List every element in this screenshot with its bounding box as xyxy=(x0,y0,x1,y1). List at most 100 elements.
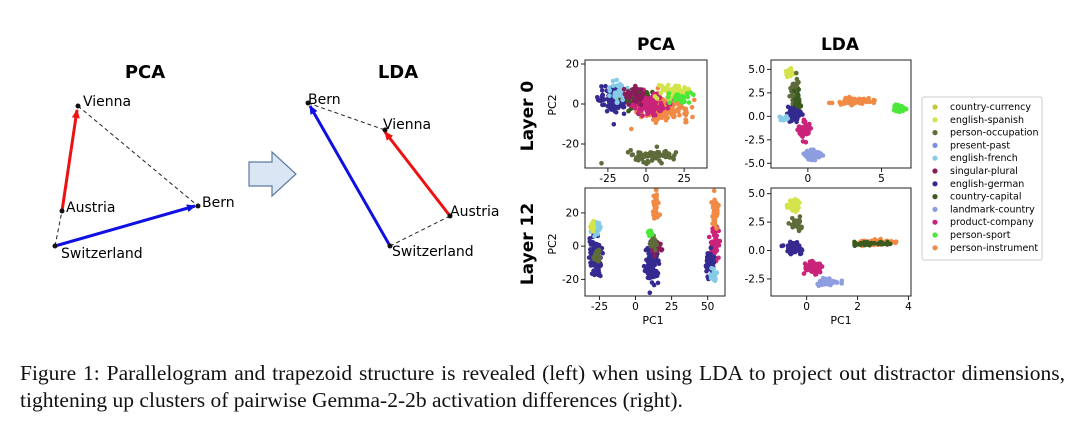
scatter-point xyxy=(638,155,643,161)
legend-label: singular-plural xyxy=(950,166,1018,177)
scatter-point xyxy=(654,212,659,218)
scatter-layer12-lda: 0 2 4 5.0 2.5 0.0 -2.5 xyxy=(745,187,912,313)
dashed-edge-switzerland-austria xyxy=(54,210,63,247)
scatter-point xyxy=(665,105,671,111)
scatter-point xyxy=(630,152,636,157)
scatter-point xyxy=(647,275,652,281)
label-bern-lda: Bern xyxy=(308,92,341,108)
scatter-point xyxy=(705,255,711,261)
scatter-point xyxy=(614,77,619,83)
scatter-point xyxy=(626,95,632,101)
scatter-point xyxy=(610,78,616,84)
scatter-point xyxy=(655,280,661,286)
transition-arrow-icon xyxy=(248,150,297,198)
scatter-point xyxy=(650,117,656,122)
scatter-point xyxy=(680,94,685,99)
scatter-point xyxy=(903,106,909,112)
point-switzerland-lda xyxy=(387,243,393,249)
scatter-point xyxy=(648,267,654,272)
y-tick-label: 2.5 xyxy=(748,87,765,99)
lda-diagram-title: LDA xyxy=(378,62,418,83)
scatter-point xyxy=(711,266,716,272)
scatter-point xyxy=(817,269,823,275)
legend-label: person-occupation xyxy=(950,128,1039,139)
scatter-point xyxy=(711,270,716,275)
x-tick-label: 2 xyxy=(854,301,861,313)
scatter-point xyxy=(708,252,714,258)
lda-diagram: LDA Bern Vienna Austria Switzerland xyxy=(305,62,499,260)
scatter-point xyxy=(671,157,676,162)
pca-diagram: PCA Vienna Austria Switzerland Bern xyxy=(52,62,235,262)
scatter-point xyxy=(652,262,657,268)
x-tick-label: 25 xyxy=(677,173,690,185)
point-bern xyxy=(195,203,201,209)
scatter-point xyxy=(655,152,661,157)
scatter-point xyxy=(600,97,606,103)
scatter-point xyxy=(801,124,806,130)
scatter-point xyxy=(629,126,634,132)
scatter-point xyxy=(857,100,862,106)
scatter-point xyxy=(789,118,794,124)
legend-label: present-past xyxy=(950,140,1010,151)
scatter-point xyxy=(678,99,684,104)
scatter-point xyxy=(871,97,876,103)
legend-marker xyxy=(932,219,938,225)
grid-row-title-layer12: Layer 12 xyxy=(518,203,538,285)
legend-marker xyxy=(932,181,938,187)
scatter-point xyxy=(596,267,601,273)
legend-label: english-spanish xyxy=(950,115,1024,126)
scatter-point xyxy=(791,88,797,94)
scatter-point xyxy=(645,263,650,269)
scatter-point xyxy=(613,110,619,115)
point-switzerland xyxy=(52,243,58,249)
scatter-point xyxy=(684,91,690,96)
point-austria xyxy=(59,208,65,214)
scatter-point xyxy=(653,156,659,161)
ylabel-layer0-pca: PC2 xyxy=(546,94,559,115)
scatter-point xyxy=(652,205,658,210)
scatter-point xyxy=(792,113,797,118)
scatter-point xyxy=(810,151,816,157)
x-tick-label: 0 xyxy=(643,173,650,185)
scatter-point xyxy=(877,241,883,246)
y-tick-label: -20 xyxy=(562,274,579,286)
x-tick-label: 0 xyxy=(803,301,810,313)
scatter-point xyxy=(667,100,672,105)
y-tick-label: -2.5 xyxy=(745,134,766,146)
scatter-point xyxy=(808,147,814,153)
scatter-point xyxy=(704,268,709,274)
scatter-point xyxy=(620,97,625,103)
axes-frame xyxy=(584,187,726,297)
scatter-point xyxy=(672,114,677,119)
arrow-switzerland-bern-lda xyxy=(308,105,392,247)
scatter-point xyxy=(660,86,666,92)
scatter-point xyxy=(634,155,639,160)
scatter-point xyxy=(626,102,631,107)
scatter-point xyxy=(643,106,648,111)
scatter-point xyxy=(792,242,798,248)
scatter-point xyxy=(686,100,692,105)
axes-frame xyxy=(770,59,912,169)
scatter-point xyxy=(614,100,620,105)
legend-marker xyxy=(932,168,938,174)
scatter-point xyxy=(712,197,717,203)
scatter-point xyxy=(796,79,801,85)
scatter-point xyxy=(794,119,799,125)
scatter-point xyxy=(663,150,669,156)
scatter-point xyxy=(641,263,647,269)
arrow-austria-vienna xyxy=(60,109,80,212)
scatter-point xyxy=(653,247,658,253)
scatter-point xyxy=(678,105,683,110)
scatter-point xyxy=(714,243,719,249)
x-tick-label: 4 xyxy=(905,301,912,313)
scatter-point xyxy=(596,262,602,268)
scatter-point xyxy=(801,271,807,276)
scatter-point xyxy=(639,108,644,113)
scatter-point xyxy=(616,104,622,109)
dashed-edge-switzerland-austria-lda xyxy=(389,215,451,247)
scatter-point xyxy=(651,282,657,288)
y-tick-label: 20 xyxy=(566,59,579,71)
scatter-points xyxy=(777,66,909,163)
scatter-point xyxy=(641,91,646,97)
figure-caption: Figure 1: Parallelogram and trapezoid st… xyxy=(20,361,1065,412)
